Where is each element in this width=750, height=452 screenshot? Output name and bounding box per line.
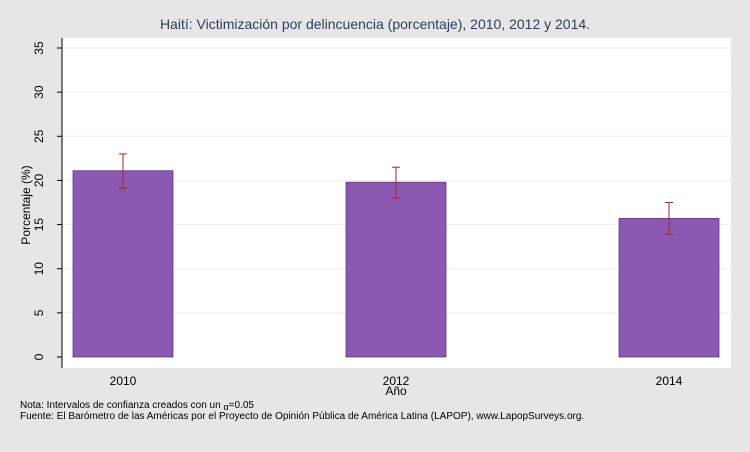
bar-2014 bbox=[618, 217, 720, 358]
y-tick-label-5: 5 bbox=[32, 309, 46, 316]
error-bars bbox=[119, 153, 673, 235]
x-tick-label-2010: 2010 bbox=[110, 374, 137, 388]
confidence-note: Nota: Intervalos de confianza creados co… bbox=[20, 400, 254, 412]
bar-2010 bbox=[72, 170, 174, 358]
y-axis-label: Porcentaje (%) bbox=[19, 165, 33, 244]
y-tick-label-30: 30 bbox=[32, 85, 46, 99]
bar-2012 bbox=[345, 181, 447, 358]
x-tick-label-2014: 2014 bbox=[656, 374, 683, 388]
y-tick-label-25: 25 bbox=[32, 129, 46, 143]
source-note: Fuente: El Barómetro de las Américas por… bbox=[20, 411, 585, 422]
y-tick-label-20: 20 bbox=[32, 173, 46, 187]
y-tick-label-35: 35 bbox=[32, 41, 46, 55]
confidence-note-text: Nota: Intervalos de confianza creados co… bbox=[20, 400, 221, 411]
x-tick-label-2012: 2012 bbox=[383, 374, 410, 388]
x-axis-label: Año bbox=[385, 384, 407, 398]
y-tick-label-15: 15 bbox=[32, 218, 46, 232]
y-tick-label-10: 10 bbox=[32, 262, 46, 276]
chart-title: Haití: Victimización por delincuencia (p… bbox=[159, 16, 591, 32]
tick-labels: 0 5 10 15 20 25 30 35 2010 2012 2014 bbox=[32, 41, 682, 388]
alpha-value: =0.05 bbox=[228, 400, 254, 411]
y-tick-label-0: 0 bbox=[32, 353, 46, 360]
bars bbox=[72, 170, 720, 358]
axes bbox=[57, 38, 63, 368]
alpha-symbol: α bbox=[223, 402, 229, 412]
